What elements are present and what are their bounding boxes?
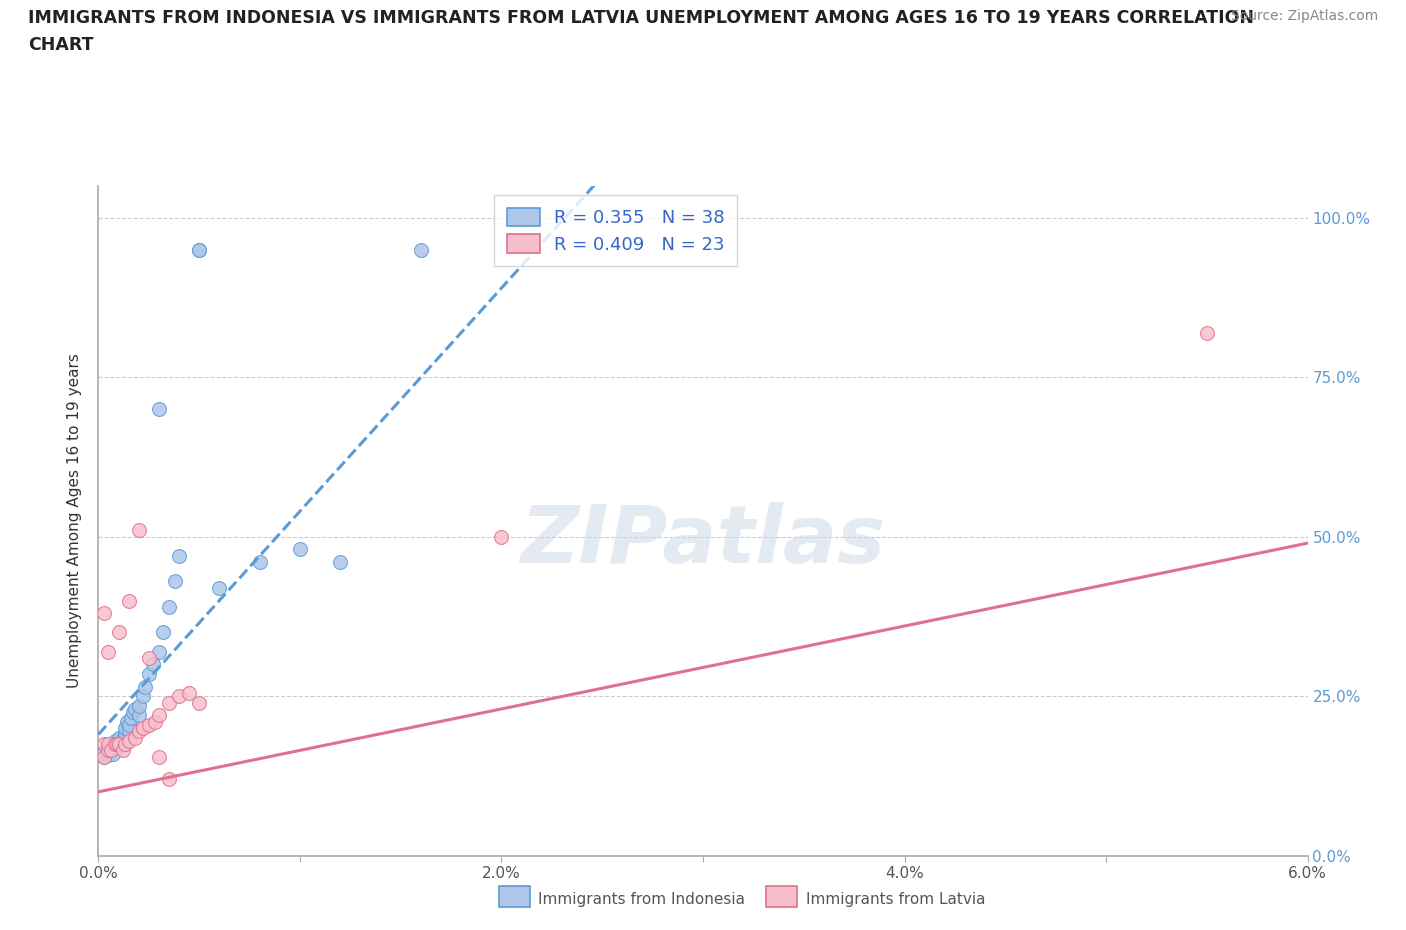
Point: [208, 580, 231, 595]
Point: [103, 738, 125, 753]
Point: [138, 667, 160, 682]
Point: [107, 739, 129, 754]
Point: [132, 721, 155, 736]
Point: [138, 717, 160, 732]
Point: [1195, 326, 1218, 340]
Point: [93, 750, 115, 764]
Point: [143, 714, 166, 729]
Point: [118, 593, 141, 608]
Point: [111, 732, 134, 747]
Point: [167, 549, 190, 564]
Point: [188, 243, 211, 258]
Point: [134, 679, 156, 694]
Point: [121, 705, 143, 720]
Point: [157, 600, 180, 615]
Text: ZIPatlas: ZIPatlas: [520, 502, 886, 580]
Point: [138, 650, 160, 665]
Point: [103, 737, 125, 751]
Point: [93, 745, 115, 760]
Point: [115, 714, 138, 729]
Point: [148, 402, 170, 417]
Legend: R = 0.355   N = 38, R = 0.409   N = 23: R = 0.355 N = 38, R = 0.409 N = 23: [495, 195, 737, 266]
Point: [124, 701, 146, 716]
Point: [93, 605, 115, 620]
Point: [101, 746, 124, 761]
Point: [491, 529, 513, 544]
Point: [329, 555, 352, 570]
Text: Immigrants from Indonesia: Immigrants from Indonesia: [538, 892, 745, 907]
Point: [114, 737, 136, 751]
Point: [97, 743, 120, 758]
Point: [128, 698, 150, 713]
Point: [148, 750, 170, 764]
Point: [124, 730, 146, 745]
Point: [157, 772, 180, 787]
Text: IMMIGRANTS FROM INDONESIA VS IMMIGRANTS FROM LATVIA UNEMPLOYMENT AMONG AGES 16 T: IMMIGRANTS FROM INDONESIA VS IMMIGRANTS …: [28, 9, 1254, 54]
Point: [97, 739, 120, 754]
Text: Immigrants from Latvia: Immigrants from Latvia: [806, 892, 986, 907]
Point: [142, 657, 165, 671]
Point: [128, 523, 150, 538]
Point: [128, 724, 150, 738]
Text: Source: ZipAtlas.com: Source: ZipAtlas.com: [1230, 9, 1378, 23]
Point: [157, 695, 180, 710]
Point: [97, 737, 120, 751]
Point: [163, 574, 186, 589]
Point: [105, 737, 128, 751]
Point: [103, 737, 125, 751]
Point: [97, 748, 120, 763]
Point: [103, 734, 125, 749]
Point: [188, 695, 211, 710]
Point: [179, 685, 201, 700]
Point: [107, 730, 129, 745]
Point: [101, 741, 124, 756]
Point: [118, 717, 141, 732]
Point: [114, 725, 136, 740]
Point: [97, 644, 120, 659]
Point: [111, 743, 134, 758]
Point: [107, 737, 129, 751]
Point: [93, 750, 115, 764]
Point: [167, 689, 190, 704]
Point: [409, 243, 432, 258]
Point: [128, 708, 150, 723]
Point: [148, 644, 170, 659]
Point: [107, 737, 129, 751]
Point: [114, 721, 136, 736]
Point: [97, 743, 120, 758]
Point: [107, 625, 129, 640]
Point: [148, 708, 170, 723]
Point: [111, 737, 134, 751]
Point: [118, 734, 141, 749]
Point: [132, 689, 155, 704]
Point: [93, 737, 115, 751]
Point: [120, 711, 142, 726]
Point: [152, 625, 174, 640]
Point: [118, 724, 141, 738]
Point: [249, 555, 271, 570]
Point: [188, 243, 211, 258]
Point: [288, 542, 311, 557]
Point: [100, 743, 122, 758]
Y-axis label: Unemployment Among Ages 16 to 19 years: Unemployment Among Ages 16 to 19 years: [67, 353, 83, 688]
